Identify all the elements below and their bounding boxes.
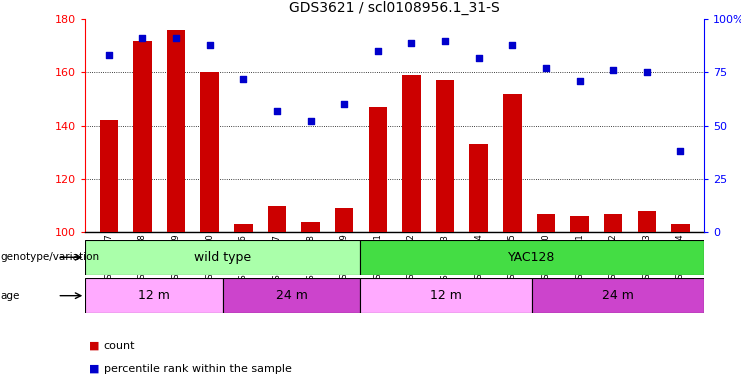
Bar: [532, 278, 704, 313]
Bar: [436, 81, 454, 232]
Text: ■: ■: [89, 364, 99, 374]
Point: [607, 67, 619, 73]
Point: [305, 118, 316, 124]
Bar: [368, 107, 387, 232]
Text: age: age: [1, 291, 20, 301]
Bar: [571, 216, 589, 232]
Point: [271, 108, 283, 114]
Bar: [335, 209, 353, 232]
Text: wild type: wild type: [194, 251, 251, 264]
Text: 24 m: 24 m: [602, 289, 634, 302]
Point: [103, 52, 115, 58]
Point: [540, 65, 552, 71]
Bar: [671, 224, 690, 232]
Text: count: count: [104, 341, 136, 351]
Bar: [234, 224, 253, 232]
Bar: [268, 206, 286, 232]
Point: [204, 42, 216, 48]
Text: 24 m: 24 m: [276, 289, 308, 302]
Bar: [360, 240, 704, 275]
Text: ■: ■: [89, 341, 99, 351]
Point: [439, 38, 451, 44]
Bar: [536, 214, 555, 232]
Point: [136, 35, 148, 41]
Title: GDS3621 / scl0108956.1_31-S: GDS3621 / scl0108956.1_31-S: [289, 1, 500, 15]
Bar: [85, 278, 223, 313]
Bar: [200, 73, 219, 232]
Text: 12 m: 12 m: [138, 289, 170, 302]
Point: [405, 40, 417, 46]
Bar: [503, 94, 522, 232]
Bar: [133, 40, 152, 232]
Point: [574, 78, 585, 84]
Bar: [469, 144, 488, 232]
Bar: [223, 278, 360, 313]
Text: genotype/variation: genotype/variation: [1, 252, 100, 262]
Point: [338, 101, 350, 108]
Bar: [360, 278, 532, 313]
Point: [674, 148, 686, 154]
Bar: [302, 222, 320, 232]
Bar: [604, 214, 622, 232]
Bar: [99, 121, 118, 232]
Bar: [637, 211, 656, 232]
Point: [170, 35, 182, 41]
Bar: [85, 240, 360, 275]
Text: 12 m: 12 m: [431, 289, 462, 302]
Bar: [167, 30, 185, 232]
Point: [372, 48, 384, 54]
Text: YAC128: YAC128: [508, 251, 556, 264]
Text: percentile rank within the sample: percentile rank within the sample: [104, 364, 292, 374]
Point: [237, 76, 249, 82]
Point: [641, 70, 653, 76]
Bar: [402, 75, 421, 232]
Point: [473, 55, 485, 61]
Point: [506, 42, 518, 48]
